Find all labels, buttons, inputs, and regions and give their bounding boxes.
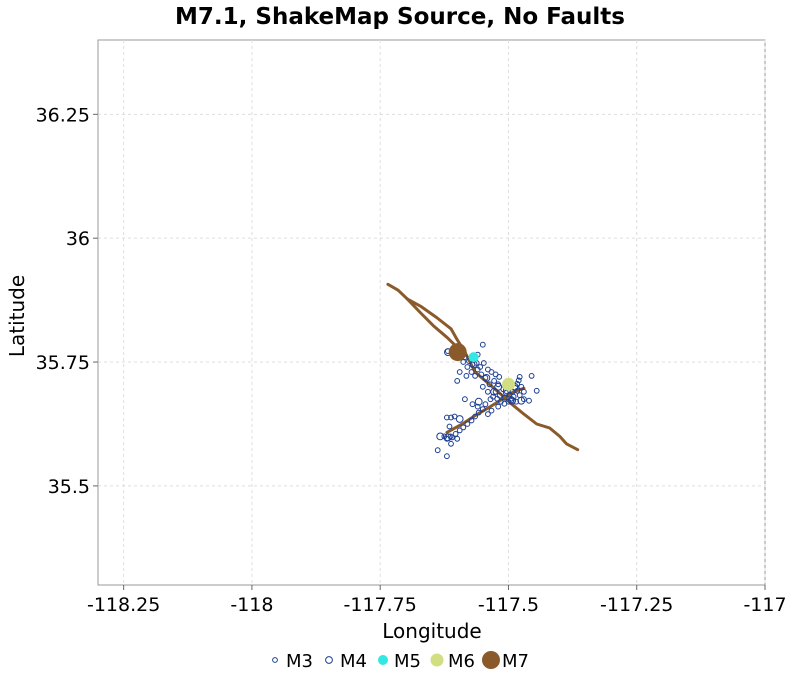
point-m3	[468, 417, 475, 424]
point-m3	[479, 383, 486, 390]
earthquake-points	[434, 341, 540, 460]
point-m4	[444, 433, 452, 442]
point-m3	[472, 413, 479, 420]
fault-trace-line-1	[386, 282, 580, 452]
point-m3	[495, 403, 502, 410]
point-m3	[533, 387, 540, 394]
point-m4	[482, 374, 491, 382]
point-m3	[496, 374, 503, 380]
point-m6	[502, 377, 515, 391]
legend-marker-m3	[272, 657, 278, 663]
legend-label-m6: M6	[448, 651, 475, 672]
point-m3	[474, 403, 481, 410]
point-m3	[434, 447, 441, 454]
point-m3	[444, 453, 450, 460]
point-m7	[448, 343, 467, 362]
point-m4	[436, 432, 445, 441]
point-m3	[518, 383, 525, 390]
x-tick-label: -117.25	[600, 594, 673, 616]
point-m3	[513, 398, 520, 405]
point-m3	[485, 411, 491, 418]
legend-label-m4: M4	[340, 651, 367, 672]
x-axis-ticks: -118.25 -118 -117.75 -117.5 -117.25 -117	[87, 585, 787, 616]
y-tick-label: 35.5	[48, 476, 90, 498]
point-m4	[490, 387, 499, 396]
legend-marker-m6	[430, 653, 444, 667]
point-m3	[482, 401, 489, 408]
grid	[98, 40, 766, 585]
point-m3	[479, 406, 486, 413]
point-m3	[486, 381, 493, 388]
point-m3	[464, 421, 471, 427]
point-m3	[474, 366, 481, 373]
point-m3	[448, 440, 454, 447]
point-m3	[444, 414, 450, 421]
point-m3	[515, 377, 522, 384]
x-tick-label: -117.5	[478, 594, 539, 616]
point-m5	[468, 352, 479, 363]
fault-trace-line-3	[445, 386, 526, 434]
legend-marker-m7	[482, 651, 500, 669]
point-m3	[463, 373, 470, 379]
point-m3	[478, 371, 485, 378]
legend-label-m3: M3	[286, 651, 313, 672]
point-m3	[460, 359, 467, 365]
chart-title: M7.1, ShakeMap Source, No Faults	[175, 4, 625, 30]
point-m3	[456, 427, 463, 434]
point-m3	[475, 409, 482, 416]
point-m3	[460, 424, 467, 431]
legend-marker-m4	[325, 656, 333, 664]
point-m3	[502, 394, 508, 401]
point-m4	[517, 396, 526, 405]
point-m3	[462, 396, 468, 403]
point-m3	[456, 369, 463, 375]
legend-marker-m5	[378, 655, 388, 665]
x-tick-label: -117	[743, 594, 786, 616]
point-m3	[491, 378, 498, 384]
point-m3	[454, 378, 461, 384]
point-m3	[446, 423, 453, 430]
y-axis-label: Latitude	[5, 275, 29, 357]
point-m4	[494, 382, 503, 391]
point-m3	[468, 369, 475, 375]
point-m3	[516, 374, 523, 380]
point-m4	[474, 397, 483, 406]
x-tick-label: -118.25	[87, 594, 160, 616]
x-axis-label: Longitude	[382, 619, 481, 643]
x-tick-label: -118	[230, 594, 273, 616]
y-tick-label: 35.75	[36, 352, 90, 374]
point-m3	[488, 369, 495, 375]
point-m4	[455, 415, 464, 423]
point-m3	[488, 407, 495, 414]
fault-trace-line-2	[405, 297, 460, 350]
point-m3	[528, 373, 535, 379]
point-m3	[464, 364, 471, 370]
y-tick-label: 36.25	[36, 104, 90, 126]
point-m4	[508, 396, 516, 405]
point-m3	[496, 392, 503, 399]
point-m3	[448, 414, 454, 421]
point-m3	[469, 401, 476, 408]
y-tick-label: 36	[66, 228, 90, 250]
point-m3	[454, 435, 461, 442]
point-m3	[497, 398, 504, 405]
y-axis-ticks: 35.5 35.75 36 36.25	[36, 104, 98, 498]
point-m3	[452, 431, 459, 437]
legend-label-m7: M7	[502, 651, 529, 672]
point-m3	[480, 360, 487, 366]
point-m3	[487, 396, 494, 403]
point-m3	[526, 397, 532, 404]
point-m3	[472, 373, 479, 379]
point-m3	[479, 341, 486, 348]
fault-trace-lines	[386, 282, 580, 452]
legend: M3 M4 M5 M6 M7	[272, 651, 529, 672]
point-m3	[521, 396, 527, 403]
point-m3	[521, 388, 527, 395]
x-tick-label: -117.75	[344, 594, 417, 616]
legend-label-m5: M5	[394, 651, 421, 672]
